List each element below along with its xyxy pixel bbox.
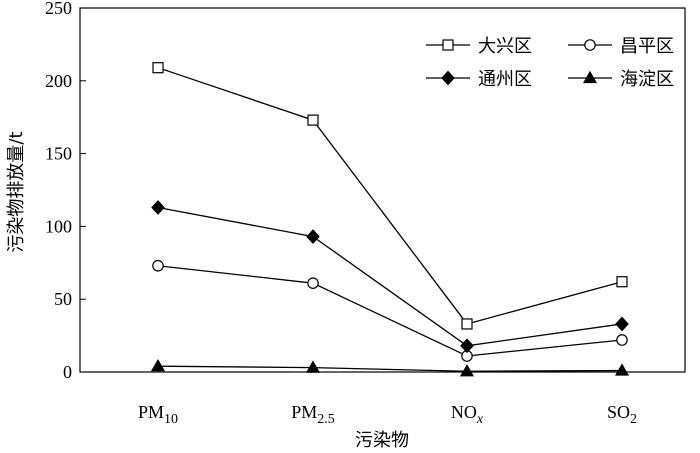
- data-point-1-0: [152, 259, 164, 272]
- legend-marker-1: [584, 39, 596, 51]
- series-layer: [150, 62, 630, 377]
- data-point-3-1: [305, 360, 321, 373]
- plot-frame: [79, 7, 686, 373]
- x-tick-label-subscript: 10: [164, 412, 178, 427]
- data-point-0-1: [307, 114, 319, 126]
- x-tick-label-main: PM: [138, 402, 164, 422]
- x-tick-label-1: PM2.5: [291, 402, 335, 427]
- data-point-3-3: [614, 363, 630, 376]
- legend-marker-0: [442, 39, 454, 51]
- x-tick-label-0: PM10: [138, 402, 178, 427]
- legend-label-0: 大兴区: [478, 36, 532, 57]
- series-line-0: [157, 67, 623, 325]
- y-tick-label-200: 200: [45, 71, 72, 91]
- x-tick-label-main: NO: [451, 402, 477, 422]
- y-tick-label-0: 0: [63, 362, 72, 382]
- legend-label-2: 通州区: [478, 69, 532, 90]
- legend-item-0: 大兴区: [426, 36, 532, 57]
- series-1: [152, 259, 628, 362]
- legend-item-2: 通州区: [426, 69, 532, 90]
- y-axis: 0 50 100 150 200 250: [45, 0, 86, 382]
- y-tick-label-150: 150: [45, 144, 72, 164]
- x-tick-label-subscript: 2: [630, 412, 637, 427]
- y-tick-label-250: 250: [45, 0, 72, 18]
- data-point-1-1: [307, 277, 319, 289]
- legend-label-3: 海淀区: [620, 69, 674, 90]
- data-point-2-3: [615, 316, 629, 332]
- legend-item-1: 昌平区: [568, 36, 674, 57]
- data-point-2-2: [460, 338, 474, 354]
- data-point-2-0: [151, 200, 165, 215]
- y-tick-label-50: 50: [54, 289, 72, 309]
- series-2: [151, 200, 629, 354]
- legend-label-1: 昌平区: [620, 36, 674, 57]
- x-axis: PM10 PM2.5 NOx SO2: [138, 366, 637, 427]
- x-tick-label-main: PM: [291, 402, 317, 422]
- data-point-2-1: [306, 229, 320, 244]
- data-point-0-3: [616, 276, 628, 288]
- y-axis-title: 污染物排放量/t: [6, 131, 27, 252]
- data-point-0-2: [461, 318, 473, 330]
- x-tick-label-subscript: 2.5: [317, 412, 335, 427]
- series-line-1: [157, 265, 623, 357]
- data-point-1-3: [616, 334, 628, 346]
- legend-item-3: 海淀区: [568, 69, 674, 90]
- y-tick-label-100: 100: [45, 216, 72, 236]
- series-0: [152, 62, 628, 330]
- data-point-0-0: [152, 62, 164, 74]
- series-line-2: [157, 206, 623, 347]
- series-3: [150, 358, 630, 377]
- legend-marker-3: [582, 70, 598, 84]
- data-point-3-0: [150, 358, 166, 372]
- x-tick-label-2: NOx: [451, 402, 484, 427]
- legend-marker-2: [441, 70, 455, 86]
- data-point-3-2: [459, 364, 475, 377]
- x-tick-label-subscript: x: [476, 412, 484, 427]
- x-tick-label-main: SO: [607, 402, 630, 422]
- series-line-3: [157, 365, 623, 372]
- x-axis-title: 污染物: [355, 430, 409, 451]
- x-tick-label-3: SO2: [607, 402, 637, 427]
